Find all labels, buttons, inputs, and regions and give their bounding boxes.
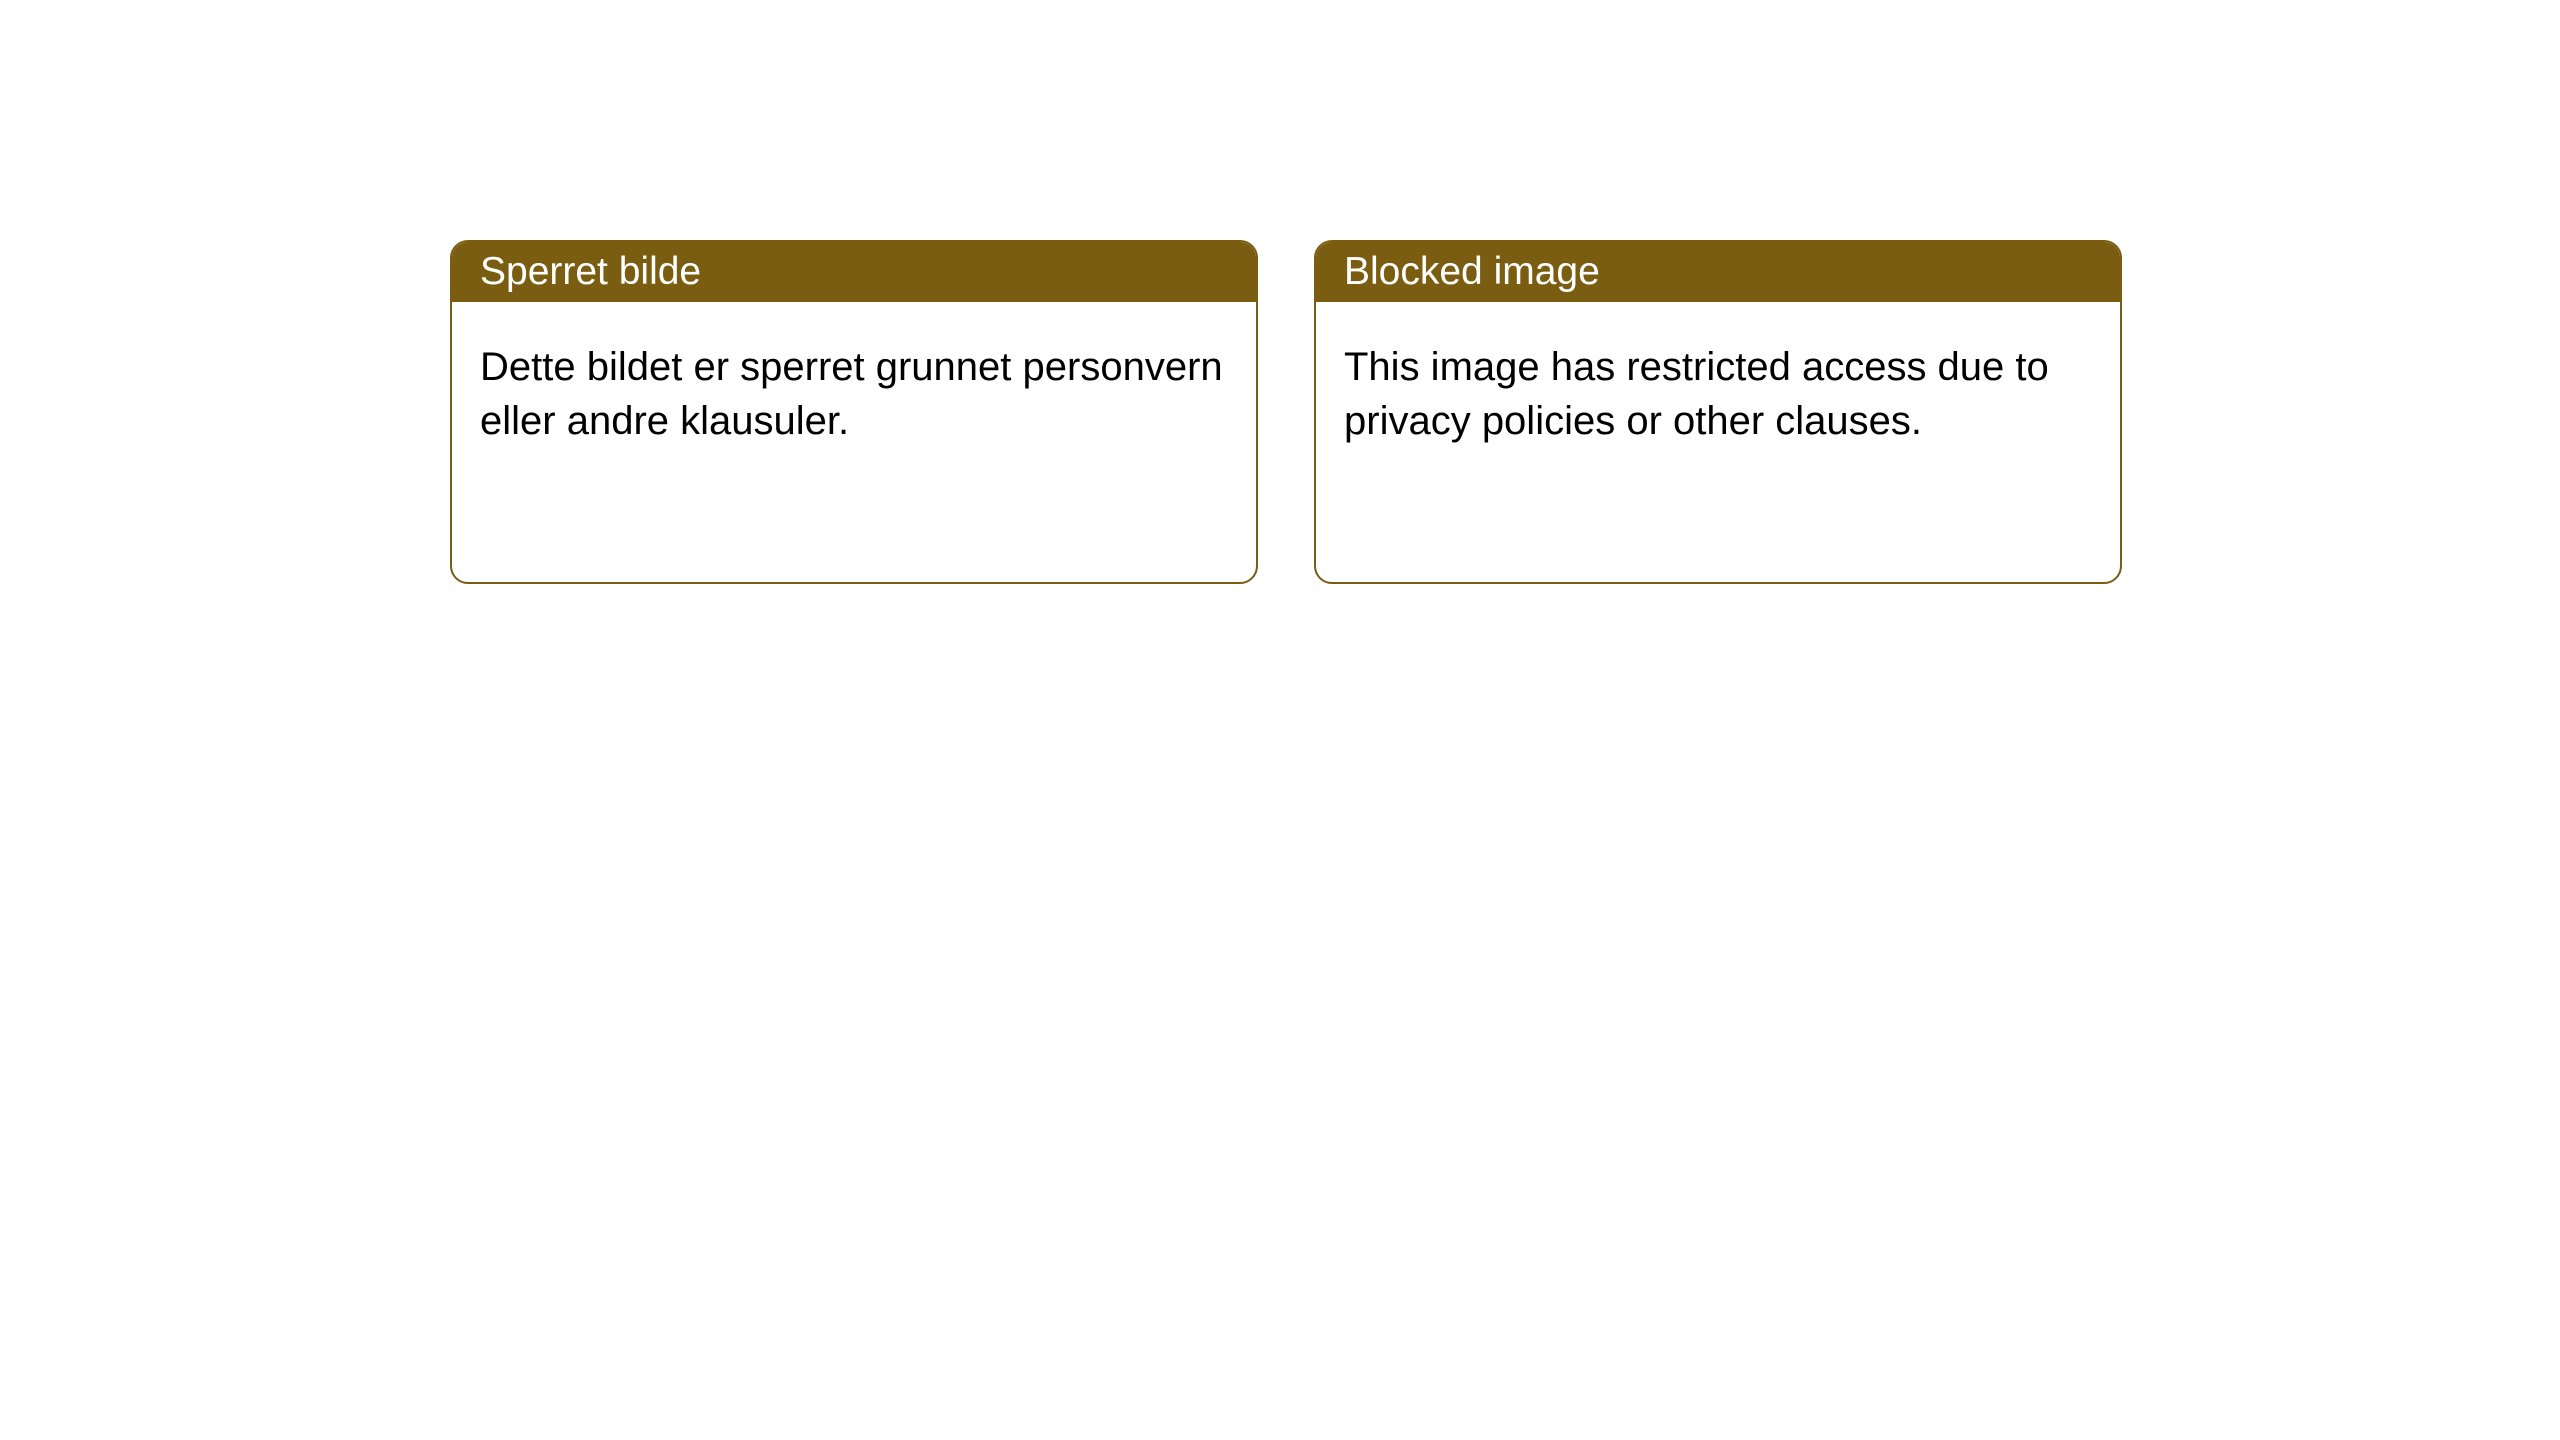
- notice-card-body: This image has restricted access due to …: [1316, 302, 2120, 582]
- notice-card-norwegian: Sperret bilde Dette bildet er sperret gr…: [450, 240, 1258, 584]
- notice-card-body: Dette bildet er sperret grunnet personve…: [452, 302, 1256, 582]
- notice-card-title: Blocked image: [1316, 242, 2120, 302]
- notice-card-title: Sperret bilde: [452, 242, 1256, 302]
- notice-card-english: Blocked image This image has restricted …: [1314, 240, 2122, 584]
- notice-container: Sperret bilde Dette bildet er sperret gr…: [450, 240, 2122, 584]
